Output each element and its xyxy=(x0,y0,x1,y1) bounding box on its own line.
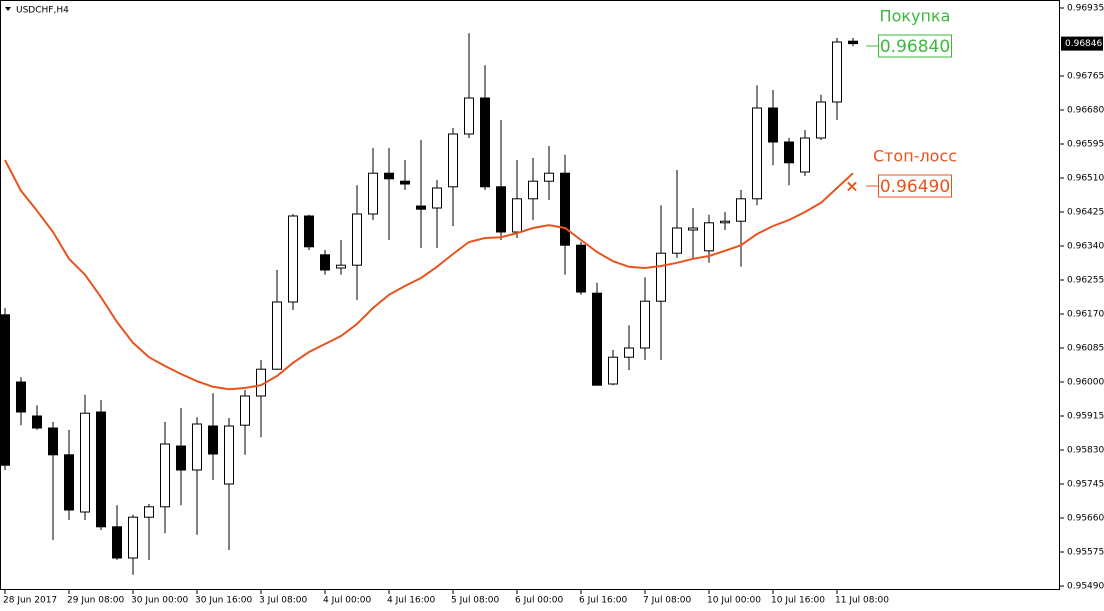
x-tick-label: 4 Jul 16:00 xyxy=(387,596,436,606)
candle-body xyxy=(272,301,282,370)
candle-body xyxy=(784,141,794,164)
y-tick-label: 0.96510 xyxy=(1067,174,1104,184)
candle-body xyxy=(656,252,666,302)
annotation-box xyxy=(878,34,952,58)
x-tick-label: 11 Jul 08:00 xyxy=(835,596,889,606)
candle-body xyxy=(464,97,474,135)
candle-body xyxy=(560,172,570,246)
candle-body xyxy=(448,133,458,188)
x-tick-label: 7 Jul 08:00 xyxy=(643,596,692,606)
annotation-box xyxy=(878,174,952,198)
x-tick-label: 10 Jul 16:00 xyxy=(771,596,825,606)
moving-average xyxy=(4,159,854,391)
plot-frame xyxy=(0,0,1060,590)
candle-body xyxy=(240,395,250,426)
last-price-tag xyxy=(1061,36,1103,51)
candle-body xyxy=(80,412,90,513)
candle-body xyxy=(800,137,810,173)
candle-body xyxy=(704,222,714,252)
y-tick-label: 0.96935 xyxy=(1067,4,1104,14)
candle-body xyxy=(624,347,634,358)
candle-body xyxy=(144,506,154,518)
candle-body xyxy=(416,205,426,210)
y-tick-label: 0.95915 xyxy=(1067,412,1104,422)
candle-body xyxy=(528,180,538,200)
candle-body xyxy=(432,187,442,209)
candle-body xyxy=(496,186,506,233)
candle-body xyxy=(688,227,698,231)
candle-body xyxy=(544,172,554,182)
candle-body xyxy=(320,254,330,271)
candle-body xyxy=(640,300,650,349)
y-tick-label: 0.96680 xyxy=(1067,106,1104,116)
candle-body xyxy=(608,356,618,385)
candle-body xyxy=(208,425,218,455)
y-tick-label: 0.95575 xyxy=(1067,548,1104,558)
candle-body xyxy=(336,264,346,269)
candle-body xyxy=(672,227,682,254)
candle-body xyxy=(176,445,186,471)
menu-arrow[interactable] xyxy=(5,7,11,11)
candle-body xyxy=(480,97,490,188)
symbol-label: USDCHF,H4 xyxy=(16,6,69,16)
x-tick-label: 10 Jul 00:00 xyxy=(707,596,761,606)
x-tick-label: 6 Jul 00:00 xyxy=(515,596,564,606)
candle-body xyxy=(64,454,74,511)
x-tick-label: 30 Jun 16:00 xyxy=(195,596,252,606)
y-tick-label: 0.96765 xyxy=(1067,72,1104,82)
candle-body xyxy=(768,107,778,143)
y-tick-label: 0.96425 xyxy=(1067,208,1104,218)
y-tick-label: 0.95830 xyxy=(1067,446,1104,456)
candle-body xyxy=(112,526,122,559)
x-tick-label: 30 Jun 00:00 xyxy=(131,596,188,606)
candle-body xyxy=(96,411,106,528)
candle-body xyxy=(400,180,410,185)
candle-body xyxy=(32,415,42,429)
candle-body xyxy=(288,215,298,303)
candle-body xyxy=(304,215,314,248)
candle-body xyxy=(224,425,234,485)
annotation-price: 0.96490 xyxy=(880,177,950,197)
candle-body xyxy=(736,198,746,222)
candle-body xyxy=(384,172,394,180)
candle-body xyxy=(592,292,602,386)
candle-body xyxy=(576,244,586,293)
annotation-price: 0.96840 xyxy=(880,37,950,57)
candle-body xyxy=(720,220,730,224)
annotation-title: Покупка xyxy=(880,7,951,26)
y-tick-label: 0.96085 xyxy=(1067,344,1104,354)
y-tick-label: 0.96170 xyxy=(1067,310,1104,320)
candle-body xyxy=(848,40,858,45)
last-price-label: 0.96846 xyxy=(1065,39,1102,49)
y-tick-label: 0.96595 xyxy=(1067,140,1104,150)
x-tick-label: 6 Jul 16:00 xyxy=(579,596,628,606)
candle-body xyxy=(128,516,138,559)
candle-body xyxy=(352,213,362,266)
candle-body xyxy=(160,443,170,508)
y-tick-label: 0.96255 xyxy=(1067,276,1104,286)
x-tick-label: 3 Jul 08:00 xyxy=(259,596,308,606)
annotation-title: Стоп-лосс xyxy=(873,147,957,166)
candle-body xyxy=(368,172,378,215)
x-tick-label: 5 Jul 08:00 xyxy=(451,596,500,606)
y-tick-label: 0.96000 xyxy=(1067,378,1104,388)
x-tick-label: 28 Jun 2017 xyxy=(3,596,57,606)
annotation-marker: × xyxy=(845,177,858,196)
candle-body xyxy=(512,198,522,233)
y-tick-label: 0.96340 xyxy=(1067,242,1104,252)
candle-body xyxy=(0,314,10,466)
candle-body xyxy=(832,41,842,103)
y-tick-label: 0.95745 xyxy=(1067,480,1104,490)
x-tick-label: 29 Jun 08:00 xyxy=(67,596,124,606)
x-tick-label: 4 Jul 00:00 xyxy=(323,596,372,606)
y-tick-label: 0.95660 xyxy=(1067,514,1104,524)
candle-body xyxy=(752,107,762,200)
candle-body xyxy=(816,101,826,139)
candle-body xyxy=(192,423,202,471)
candle-body xyxy=(48,427,58,456)
candle-body xyxy=(16,381,26,413)
y-tick-label: 0.95490 xyxy=(1067,582,1104,592)
